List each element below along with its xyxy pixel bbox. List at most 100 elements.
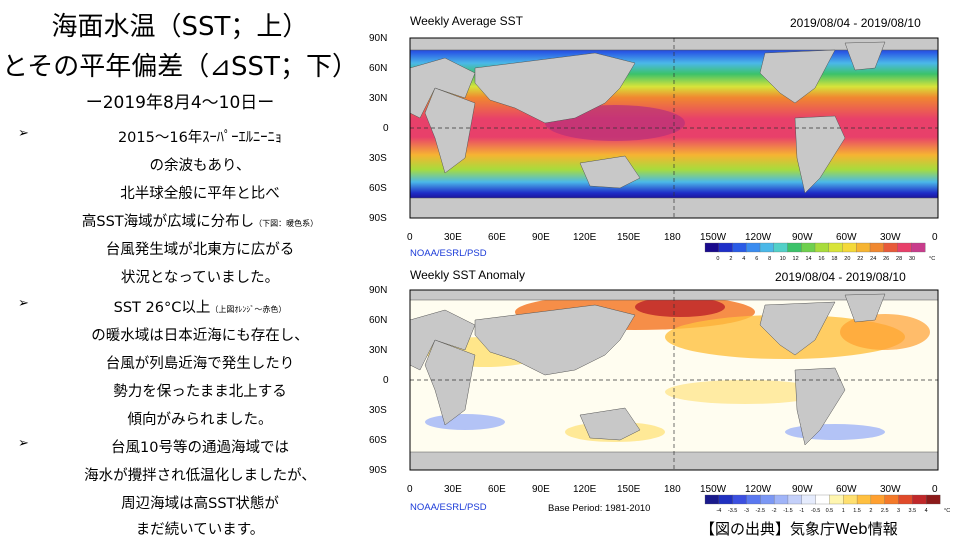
title-line-1: 海面水温（SST；上） <box>51 12 309 42</box>
top-colorbar-swatch <box>773 242 788 253</box>
top-colorbar-swatch <box>704 242 720 253</box>
top-lat-labels: 90N 60N 30N 0 30S 60S 90S <box>369 33 389 224</box>
top-colorbar-swatch <box>911 242 926 253</box>
text-line-3: 北半球全般に平年と比べ <box>120 186 280 202</box>
top-lon-label-120w: 120W <box>745 232 772 243</box>
top-lat-label-90s: 90S <box>369 213 387 224</box>
text-line-12: 台風10号等の通過海域では <box>111 440 289 456</box>
bottom-colorbar-tick-label: 4 <box>925 508 928 512</box>
top-colorbar-unit: °C <box>929 256 935 262</box>
bottom-colorbar-tick-label: 0.5 <box>826 508 834 512</box>
bottom-colorbar-swatch <box>773 494 789 505</box>
bottom-colorbar-tick-label: 2.5 <box>881 508 889 512</box>
top-colorbar-tick-label: 22 <box>857 256 863 262</box>
top-map-title: Weekly Average SST <box>410 14 523 28</box>
text-line-6: 状況となっていました。 <box>120 270 280 286</box>
bottom-lon-label-120e: 120E <box>573 484 597 495</box>
bottom-map-date: 2019/08/04 - 2019/08/10 <box>775 270 906 284</box>
top-lat-label-60s: 60S <box>369 183 387 194</box>
top-colorbar-tick-label: 4 <box>742 256 745 262</box>
top-lon-label-90e: 90E <box>532 232 550 243</box>
bottom-colorbar-swatch <box>760 494 775 505</box>
text-line-4: 高SST海域が広域に分布し（下図：暖色系） <box>40 210 360 231</box>
bottom-lon-label-150w: 150W <box>700 484 727 495</box>
bottom-colorbar-tick-label: -1 <box>799 508 804 512</box>
bullet-2: ➢ <box>18 296 29 311</box>
bottom-colorbar-swatch <box>704 494 720 505</box>
bottom-colorbar-swatch <box>912 494 927 505</box>
bullet-1: ➢ <box>18 126 29 141</box>
bottom-lon-label-180: 180 <box>664 484 681 495</box>
top-colorbar-swatch <box>732 242 747 253</box>
note-below-warm: （下図：暖色系） <box>254 219 319 228</box>
top-map-credit: NOAA/ESRL/PSD <box>410 248 487 259</box>
bottom-lon-label-90w: 90W <box>792 484 813 495</box>
bottom-lon-labels: 0 30E 60E 90E 120E 150E 180 150W 120W 90… <box>407 484 938 495</box>
top-lat-label-30s: 30S <box>369 153 387 164</box>
top-colorbar-tick-label: 28 <box>896 256 902 262</box>
bottom-colorbar-swatch <box>732 494 747 505</box>
top-colorbar-tick-label: 26 <box>883 256 889 262</box>
text-line-2: の余波もあり、 <box>149 158 251 174</box>
bottom-lon-label-0: 0 <box>407 484 413 495</box>
bottom-lon-label-30w: 30W <box>880 484 901 495</box>
bottom-colorbar-tick-label: -0.5 <box>811 508 820 512</box>
bottom-colorbar-swatch <box>843 494 858 505</box>
bottom-colorbar-tick-label: -3.5 <box>728 508 737 512</box>
base-period: Base Period: 1981-2010 <box>548 503 651 514</box>
bottom-lat-label-60s: 60S <box>369 435 387 446</box>
top-lon-label-180: 180 <box>664 232 681 243</box>
top-colorbar-swatch <box>718 242 733 253</box>
bottom-colorbar: -4 -3.5 -3 -2.5 -2 -1.5 -1 -0.5 0.5 1 1.5 2 2.5 3 3.5 4… <box>704 494 950 512</box>
source-credit: 【図の出典】気象庁Web情報 <box>700 520 898 538</box>
text-line-15: まだ続いています。 <box>135 522 265 538</box>
top-colorbar-tick-label: 20 <box>844 256 850 262</box>
title-line-2: とその平年偏差（⊿SST；下） <box>2 52 358 82</box>
top-land <box>409 37 939 219</box>
text-line-13: 海水が攪拌され低温化しましたが、 <box>84 468 316 484</box>
bottom-colorbar-tick-label: 1.5 <box>853 508 861 512</box>
bottom-colorbar-tick-label: 1 <box>842 508 845 512</box>
bottom-colorbar-tick-label: -2 <box>772 508 777 512</box>
top-colorbar-swatch <box>814 242 830 253</box>
top-colorbar-tick-label: 16 <box>818 256 824 262</box>
top-lat-label-60n: 60N <box>369 63 387 74</box>
top-colorbar-tick-label: 12 <box>793 256 799 262</box>
bottom-colorbar-swatch <box>884 494 899 505</box>
top-colorbar-tick-label: 18 <box>831 256 837 262</box>
bottom-colorbar-tick-label: -2.5 <box>756 508 765 512</box>
bottom-lat-label-90s: 90S <box>369 465 387 476</box>
bottom-lat-label-60n: 60N <box>369 315 387 326</box>
top-colorbar-tick-label: 8 <box>768 256 771 262</box>
top-colorbar-tick-label: 30 <box>909 256 915 262</box>
top-lon-label-30w: 30W <box>880 232 901 243</box>
note-orange-red: （上図ｵﾚﾝｼﾞ〜赤色） <box>210 305 287 314</box>
top-colorbar-tick-label: 14 <box>805 256 811 262</box>
bottom-colorbar-tick-label: 2 <box>869 508 872 512</box>
bottom-lat-label-90n: 90N <box>369 285 387 296</box>
bottom-colorbar-tick-label: -4 <box>716 508 721 512</box>
top-colorbar-swatch <box>869 242 885 253</box>
text-line-9: 台風が列島近海で発生したり <box>105 356 295 372</box>
top-colorbar-tick-label: 2 <box>729 256 732 262</box>
top-lon-label-150w: 150W <box>700 232 727 243</box>
bottom-colorbar-tick-label: 3.5 <box>909 508 917 512</box>
bottom-colorbar-swatch <box>787 494 803 505</box>
text-line-4-main: 高SST海域が広域に分布し <box>81 214 255 230</box>
bottom-lat-label-30s: 30S <box>369 405 387 416</box>
top-lon-label-60w: 60W <box>836 232 857 243</box>
top-colorbar-swatch <box>856 242 871 253</box>
bottom-lat-label-30n: 30N <box>369 345 387 356</box>
top-lon-label-0: 0 <box>407 232 413 243</box>
bottom-colorbar-tick-label: 3 <box>897 508 900 512</box>
bottom-colorbar-swatch <box>815 494 830 505</box>
top-colorbar: 0 2 4 6 8 10 12 14 16 18 20 22 24 26 28 30 °C <box>704 242 935 262</box>
bottom-lon-label-0-end: 0 <box>932 484 938 495</box>
top-colorbar-tick-label: 6 <box>755 256 758 262</box>
text-line-8: の暖水域は日本近海にも存在し、 <box>91 328 309 344</box>
bottom-map-credit: NOAA/ESRL/PSD <box>410 502 487 513</box>
top-colorbar-swatch <box>828 242 843 253</box>
top-lon-label-150e: 150E <box>617 232 641 243</box>
bottom-lat-labels: 90N 60N 30N 0 30S 60S 90S <box>369 285 389 476</box>
top-colorbar-swatch <box>897 242 912 253</box>
